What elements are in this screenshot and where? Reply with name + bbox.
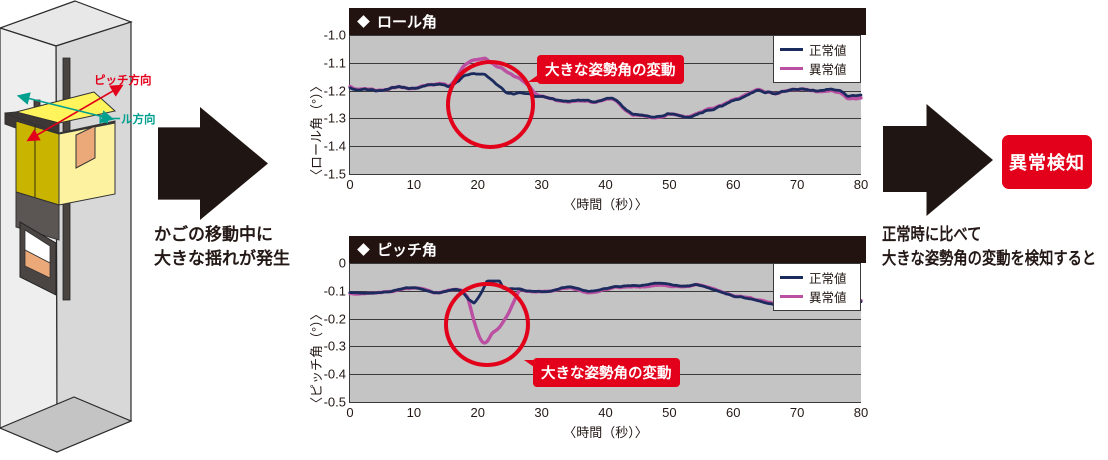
svg-text:ロール方向: ロール方向 xyxy=(98,112,156,126)
svg-text:ピッチ方向: ピッチ方向 xyxy=(94,73,152,87)
